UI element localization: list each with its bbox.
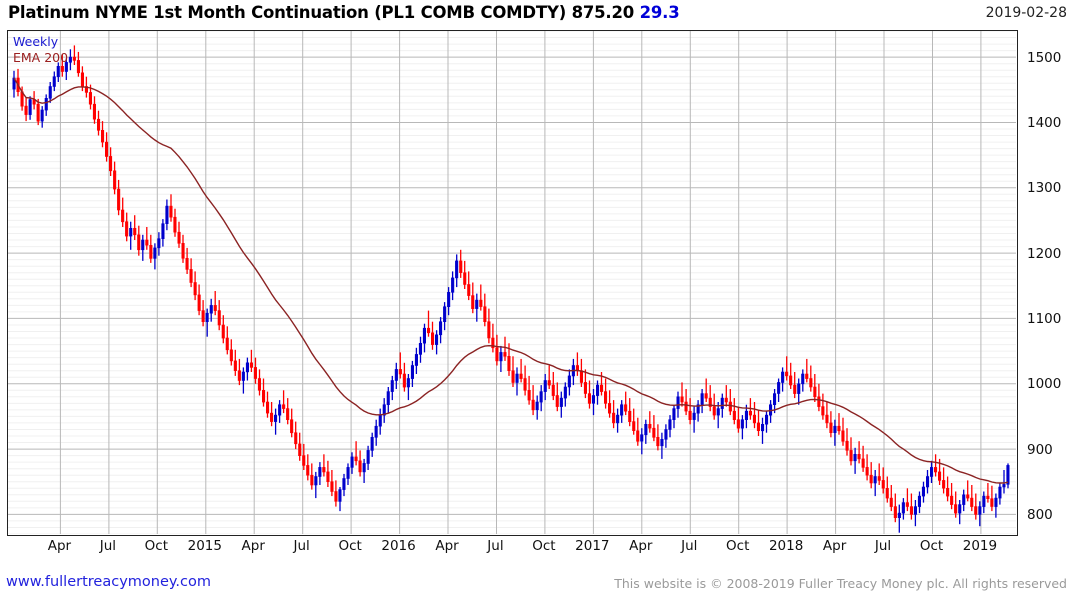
x-axis-tick-label: Oct — [532, 538, 556, 554]
x-axis-tick-label: Jul — [293, 538, 310, 554]
y-axis-tick-label: 1100 — [1027, 310, 1062, 327]
y-axis-tick-label: 800 — [1027, 506, 1053, 523]
y-axis-tick-label: 1200 — [1027, 245, 1062, 262]
x-axis-tick-label: 2019 — [962, 538, 998, 554]
x-axis-tick-label: Apr — [629, 538, 653, 554]
price-change: 29.3 — [639, 3, 680, 22]
x-axis-tick-label: Oct — [919, 538, 944, 554]
legend-ema-label: EMA 200 — [13, 50, 69, 65]
candlestick-chart: Weekly EMA 200 — [7, 30, 1018, 536]
site-url-link[interactable]: www.fullertreacymoney.com — [6, 574, 211, 590]
x-axis-tick-label: 2018 — [768, 538, 804, 554]
x-axis-tick-label: Jul — [99, 538, 117, 554]
legend-series-label: Weekly — [13, 34, 59, 49]
chart-canvas — [8, 31, 1016, 534]
chart-plot-area: Weekly EMA 200 — [7, 30, 1018, 536]
page-title: Platinum NYME 1st Month Continuation (PL… — [8, 3, 680, 22]
x-axis-tick-label: 2015 — [187, 538, 222, 554]
x-axis-tick-label: 2017 — [575, 538, 610, 554]
as-of-date: 2019-02-28 — [985, 5, 1067, 21]
y-axis-tick-label: 1300 — [1027, 180, 1062, 197]
y-axis-tick-label: 1000 — [1027, 376, 1062, 393]
chart-footer: www.fullertreacymoney.com This website i… — [0, 572, 1075, 600]
x-axis-tick-label: Jul — [874, 538, 892, 554]
x-axis-tick-label: Jul — [487, 538, 504, 554]
x-axis-tick-label: Oct — [726, 538, 750, 554]
chart-header: Platinum NYME 1st Month Continuation (PL… — [0, 0, 1075, 28]
y-axis-tick-label: 1500 — [1027, 49, 1062, 66]
x-axis-tick-label: Apr — [435, 538, 459, 554]
x-axis-tick-label: Jul — [681, 538, 698, 554]
last-price: 875.20 — [571, 3, 635, 22]
y-axis-labels: 800 900 1000 1100 1200 1300 1400 1500 — [1019, 30, 1075, 536]
x-axis-tick-label: Apr — [822, 538, 847, 554]
title-text: Platinum NYME 1st Month Continuation (PL… — [8, 3, 567, 22]
x-axis-tick-label: Apr — [241, 538, 265, 554]
x-axis-labels: Apr Jul Oct 2015 Apr Jul Oct 2016 Apr Jul Oct 2017 A… — [7, 538, 1018, 560]
x-axis-tick-label: Oct — [338, 538, 362, 554]
x-axis-tick-label: Apr — [47, 538, 72, 554]
x-axis-tick-label: Oct — [144, 538, 168, 554]
y-axis-tick-label: 900 — [1027, 441, 1053, 458]
y-axis-tick-label: 1400 — [1027, 114, 1062, 131]
copyright-notice: This website is © 2008-2019 Fuller Treac… — [614, 576, 1067, 591]
x-axis-tick-label: 2016 — [381, 538, 416, 554]
